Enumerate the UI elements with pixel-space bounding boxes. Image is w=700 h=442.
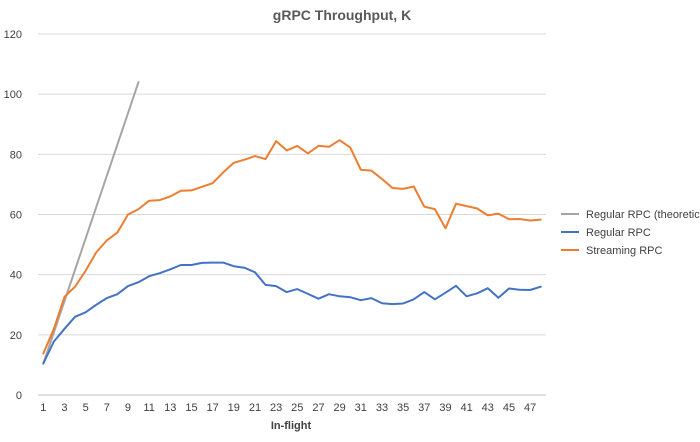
legend-item-streaming-rpc: Streaming RPC (561, 245, 662, 257)
x-tick-label: 31 (355, 402, 367, 414)
x-axis-title: In-flight (271, 420, 312, 432)
x-tick-label: 43 (482, 402, 494, 414)
x-tick-label: 7 (104, 402, 110, 414)
y-tick-label: 60 (10, 210, 22, 222)
x-tick-label: 15 (185, 402, 197, 414)
x-tick-label: 39 (439, 402, 451, 414)
x-tick-label: 19 (228, 402, 240, 414)
x-tick-label: 27 (312, 402, 324, 414)
legend-label: Regular RPC (586, 227, 651, 239)
x-tick-label: 17 (207, 402, 219, 414)
y-tick-label: 40 (10, 270, 22, 282)
y-tick-label: 120 (4, 29, 22, 41)
x-tick-label: 35 (397, 402, 409, 414)
y-tick-label: 80 (10, 149, 22, 161)
series-line-regular-rpc (42, 261, 542, 365)
series-line-regular-rpc-theoretical (42, 81, 140, 365)
x-tick-label: 13 (164, 402, 176, 414)
x-tick-label: 45 (503, 402, 515, 414)
legend-item-regular-rpc-theoretical: Regular RPC (theoretical) (561, 209, 700, 221)
legend-label: Streaming RPC (586, 245, 662, 257)
y-axis-ticks: 0 20 40 60 80 100 120 (4, 29, 22, 402)
x-tick-label: 23 (270, 402, 282, 414)
x-tick-label: 9 (125, 402, 131, 414)
x-tick-label: 33 (376, 402, 388, 414)
series-line-streaming-rpc (42, 139, 542, 355)
x-tick-label: 47 (524, 402, 536, 414)
x-tick-label: 1 (40, 402, 46, 414)
x-tick-label: 37 (418, 402, 430, 414)
x-axis-ticks: 1 3 5 7 9 11 13 15 17 19 21 23 25 27 29 31 33 35 37 39 41 43 4… (40, 402, 536, 414)
legend-label: Regular RPC (theoretical) (586, 209, 700, 221)
y-tick-label: 0 (16, 390, 22, 402)
y-tick-label: 100 (4, 89, 22, 101)
x-tick-label: 25 (291, 402, 303, 414)
x-tick-label: 21 (249, 402, 261, 414)
legend-item-regular-rpc: Regular RPC (561, 227, 651, 239)
x-tick-label: 29 (334, 402, 346, 414)
x-tick-label: 5 (83, 402, 89, 414)
x-tick-label: 11 (143, 402, 154, 414)
legend: Regular RPC (theoretical) Regular RPC Stre… (561, 209, 700, 257)
x-tick-label: 41 (461, 402, 473, 414)
x-tick-label: 3 (61, 402, 67, 414)
y-tick-label: 20 (10, 330, 22, 342)
series-lines (42, 81, 542, 365)
gridlines (38, 33, 546, 336)
chart-title: gRPC Throughput, K (273, 7, 411, 23)
